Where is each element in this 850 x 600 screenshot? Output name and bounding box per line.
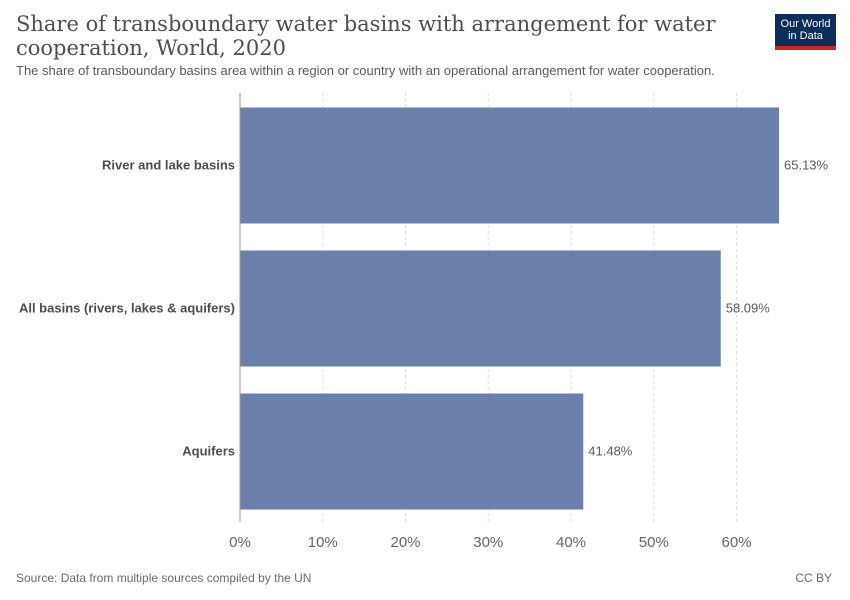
x-tick-label: 30% [473, 534, 503, 551]
license-link[interactable]: CC BY [795, 571, 832, 585]
chart-title: Share of transboundary water basins with… [16, 12, 716, 60]
bar[interactable] [240, 107, 779, 224]
x-tick-label: 40% [556, 534, 586, 551]
chart-subtitle: The share of transboundary basins area w… [16, 63, 715, 78]
bar[interactable] [240, 393, 584, 510]
x-tick-label: 50% [639, 534, 669, 551]
logo-line-2: in Data [788, 30, 823, 42]
logo-line-1: Our World [780, 18, 831, 30]
value-label: 65.13% [784, 158, 829, 173]
bar[interactable] [240, 250, 721, 367]
category-label: All basins (rivers, lakes & aquifers) [19, 301, 235, 316]
x-tick-label: 60% [722, 534, 752, 551]
category-label: Aquifers [182, 444, 235, 459]
category-label: River and lake basins [102, 158, 235, 173]
x-tick-label: 20% [390, 534, 420, 551]
x-tick-label: 10% [308, 534, 338, 551]
value-label: 58.09% [726, 301, 771, 316]
owid-logo[interactable]: Our World in Data [775, 14, 836, 50]
source-note[interactable]: Source: Data from multiple sources compi… [16, 571, 312, 585]
value-label: 41.48% [588, 444, 633, 459]
x-tick-label: 0% [229, 534, 251, 551]
